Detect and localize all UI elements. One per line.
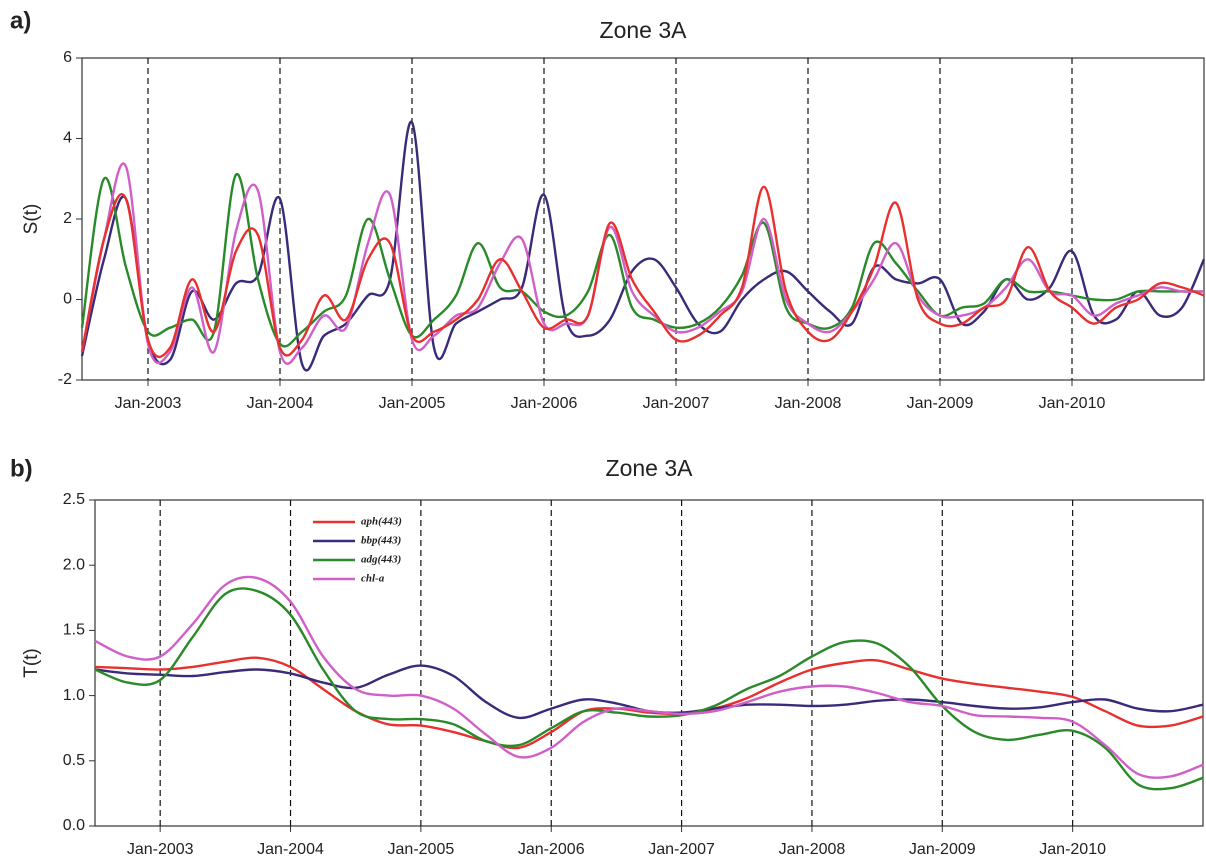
series-line <box>80 120 1206 372</box>
chart-title: Zone 3A <box>600 17 688 43</box>
y-tick-label: 0.5 <box>63 752 85 769</box>
x-tick-label: Jan-2008 <box>779 841 846 858</box>
y-tick-label: 2.5 <box>63 491 85 508</box>
x-tick-label: Jan-2009 <box>907 395 974 412</box>
chart-title: Zone 3A <box>606 455 694 481</box>
y-axis-label: T(t) <box>21 648 42 678</box>
legend-label: aph(443) <box>361 516 402 528</box>
x-tick-label: Jan-2010 <box>1039 841 1106 858</box>
x-tick-label: Jan-2005 <box>379 395 446 412</box>
y-tick-label: 0 <box>63 291 72 308</box>
y-tick-label: 4 <box>63 130 72 147</box>
series-line <box>94 587 1204 791</box>
series-line <box>80 185 1205 359</box>
series-line <box>80 173 1204 348</box>
y-tick-label: 1.5 <box>63 622 85 639</box>
x-tick-label: Jan-2005 <box>388 841 455 858</box>
x-tick-label: Jan-2010 <box>1039 395 1106 412</box>
y-tick-label: 2.0 <box>63 556 85 573</box>
series-line <box>94 656 1204 750</box>
y-tick-label: 6 <box>63 49 72 66</box>
x-tick-label: Jan-2004 <box>247 395 314 412</box>
legend-label: bbp(443) <box>361 535 401 547</box>
series-line <box>80 162 1205 365</box>
y-tick-label: 1.0 <box>63 687 85 704</box>
plot-frame <box>94 499 1204 827</box>
panel-label: b) <box>10 455 33 482</box>
x-tick-label: Jan-2006 <box>511 395 578 412</box>
plot-frame <box>81 57 1205 381</box>
legend-label: adg(443) <box>361 554 401 566</box>
series-line <box>94 575 1204 779</box>
x-tick-label: Jan-2003 <box>127 841 194 858</box>
y-axis-label: S(t) <box>21 204 42 235</box>
x-tick-label: Jan-2006 <box>518 841 585 858</box>
y-tick-label: 0.0 <box>63 817 85 834</box>
x-tick-label: Jan-2008 <box>775 395 842 412</box>
x-tick-label: Jan-2007 <box>648 841 715 858</box>
y-tick-label: 2 <box>63 210 72 227</box>
x-tick-label: Jan-2007 <box>643 395 710 412</box>
x-tick-label: Jan-2009 <box>909 841 976 858</box>
y-tick-label: -2 <box>58 371 72 388</box>
x-tick-label: Jan-2004 <box>257 841 324 858</box>
x-tick-label: Jan-2003 <box>115 395 182 412</box>
legend-label: chl-a <box>361 573 385 585</box>
panel-label: a) <box>10 7 31 34</box>
